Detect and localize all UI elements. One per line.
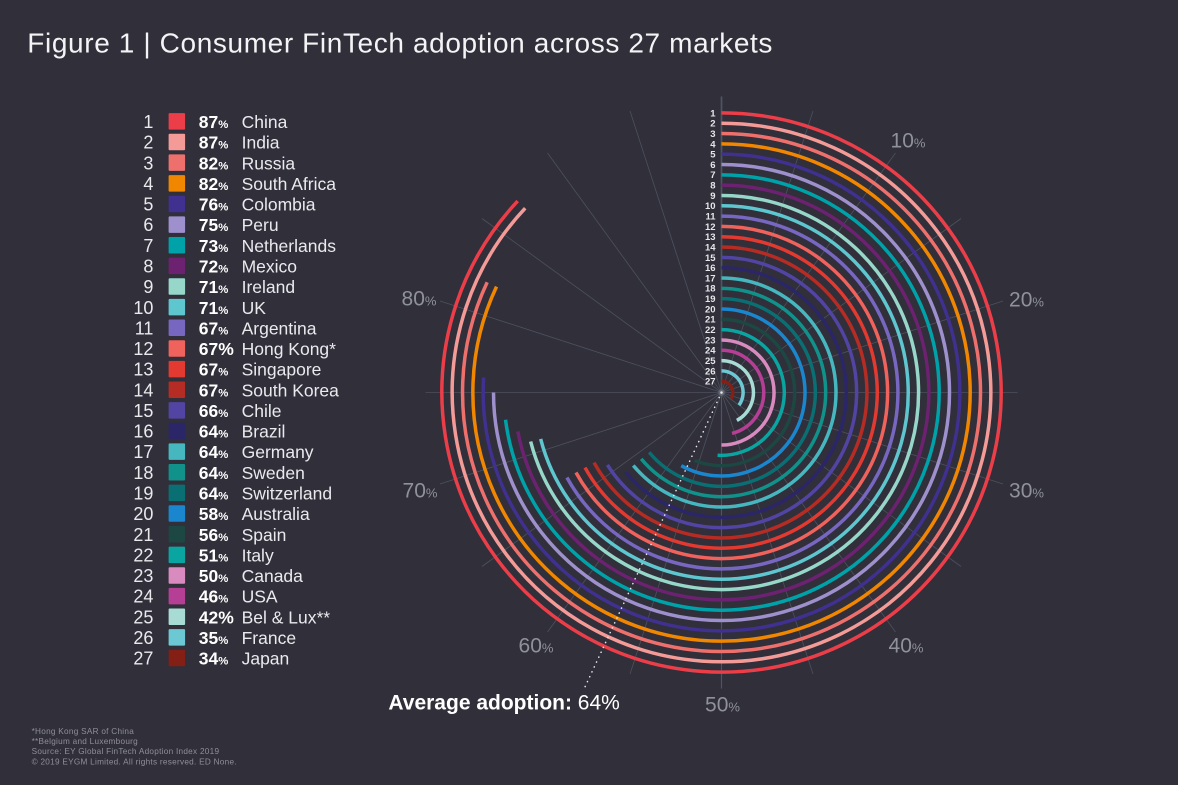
svg-text:Japan: Japan	[242, 649, 290, 669]
svg-text:16: 16	[705, 263, 716, 274]
svg-text:8: 8	[710, 181, 715, 192]
svg-text:Hong Kong*: Hong Kong*	[242, 339, 337, 359]
svg-text:8: 8	[143, 257, 153, 277]
svg-text:21: 21	[705, 315, 716, 326]
svg-text:20: 20	[133, 504, 153, 524]
svg-text:4: 4	[143, 174, 153, 194]
svg-text:24: 24	[705, 346, 716, 357]
svg-text:South Africa: South Africa	[242, 174, 337, 194]
svg-text:France: France	[242, 628, 296, 648]
svg-text:1: 1	[143, 112, 153, 132]
svg-text:80%: 80%	[402, 288, 437, 311]
svg-text:17: 17	[705, 273, 716, 284]
svg-text:42%: 42%	[199, 607, 234, 627]
svg-text:Sweden: Sweden	[242, 463, 305, 483]
svg-text:19: 19	[133, 484, 153, 504]
svg-text:23: 23	[705, 335, 716, 346]
svg-text:2: 2	[143, 133, 153, 153]
svg-text:15: 15	[705, 253, 716, 264]
svg-text:9: 9	[143, 277, 153, 297]
svg-text:Germany: Germany	[242, 442, 314, 462]
svg-text:40%: 40%	[889, 635, 924, 658]
svg-text:14: 14	[705, 243, 716, 254]
svg-text:20: 20	[705, 304, 716, 315]
svg-text:South Korea: South Korea	[242, 380, 340, 400]
svg-text:13: 13	[133, 360, 153, 380]
svg-text:7: 7	[710, 170, 715, 181]
svg-text:7: 7	[143, 236, 153, 256]
svg-text:Singapore: Singapore	[242, 360, 322, 380]
svg-text:11: 11	[706, 212, 717, 223]
svg-text:12: 12	[133, 339, 153, 359]
svg-text:2: 2	[710, 119, 715, 130]
svg-text:22: 22	[705, 325, 716, 336]
svg-text:3: 3	[143, 153, 153, 173]
svg-text:Australia: Australia	[242, 504, 310, 524]
svg-text:26: 26	[133, 628, 153, 648]
svg-text:14: 14	[133, 380, 153, 400]
svg-text:5: 5	[143, 195, 153, 215]
svg-text:Russia: Russia	[242, 153, 296, 173]
svg-text:6: 6	[710, 160, 715, 171]
svg-text:16: 16	[133, 422, 153, 442]
svg-text:Brazil: Brazil	[242, 422, 286, 442]
svg-text:1: 1	[710, 108, 716, 119]
svg-text:26: 26	[705, 366, 716, 377]
svg-text:Colombia: Colombia	[242, 195, 316, 215]
svg-text:10: 10	[705, 201, 716, 212]
svg-text:India: India	[242, 133, 280, 153]
svg-text:Netherlands: Netherlands	[242, 236, 337, 256]
svg-text:UK: UK	[242, 298, 267, 318]
svg-text:18: 18	[705, 284, 716, 295]
svg-text:50%: 50%	[705, 694, 740, 717]
svg-text:18: 18	[133, 463, 153, 483]
svg-text:Figure 1 | Consumer FinTech ad: Figure 1 | Consumer FinTech adoption acr…	[27, 28, 773, 59]
svg-text:10: 10	[133, 298, 153, 318]
svg-text:9: 9	[710, 191, 715, 202]
svg-text:27: 27	[705, 377, 716, 388]
svg-text:21: 21	[133, 525, 153, 545]
svg-text:5: 5	[710, 150, 716, 161]
svg-text:Ireland: Ireland	[242, 277, 296, 297]
svg-text:27: 27	[133, 649, 153, 669]
svg-text:4: 4	[710, 139, 716, 150]
svg-text:6: 6	[143, 215, 153, 235]
svg-text:Spain: Spain	[242, 525, 287, 545]
svg-text:70%: 70%	[403, 480, 438, 503]
svg-text:20%: 20%	[1009, 289, 1044, 312]
svg-text:Argentina: Argentina	[242, 318, 317, 338]
svg-text:China: China	[242, 112, 288, 132]
svg-text:Source: EY Global FinTech Adop: Source: EY Global FinTech Adoption Index…	[32, 747, 220, 756]
svg-text:Peru: Peru	[242, 215, 279, 235]
svg-text:13: 13	[705, 232, 716, 243]
svg-text:© 2019 EYGM Limited. All right: © 2019 EYGM Limited. All rights reserved…	[32, 757, 237, 766]
svg-text:USA: USA	[242, 587, 278, 607]
svg-text:*Hong Kong SAR of China: *Hong Kong SAR of China	[32, 727, 135, 736]
svg-text:67%: 67%	[199, 339, 234, 359]
svg-text:Bel & Lux**: Bel & Lux**	[242, 607, 331, 627]
svg-text:23: 23	[133, 566, 153, 586]
svg-text:Switzerland: Switzerland	[242, 484, 332, 504]
svg-text:11: 11	[135, 318, 154, 338]
svg-text:22: 22	[133, 545, 153, 565]
svg-text:**Belgium and Luxembourg: **Belgium and Luxembourg	[32, 737, 139, 746]
svg-text:12: 12	[705, 222, 716, 233]
svg-text:3: 3	[710, 129, 715, 140]
svg-text:25: 25	[133, 607, 153, 627]
svg-text:19: 19	[705, 294, 716, 305]
svg-text:25: 25	[705, 356, 716, 367]
svg-text:Canada: Canada	[242, 566, 304, 586]
svg-text:Mexico: Mexico	[242, 257, 297, 277]
svg-text:10%: 10%	[891, 130, 926, 153]
svg-text:60%: 60%	[519, 635, 554, 658]
svg-text:Italy: Italy	[242, 545, 274, 565]
svg-text:24: 24	[133, 587, 153, 607]
svg-text:Chile: Chile	[242, 401, 282, 421]
svg-text:30%: 30%	[1009, 480, 1044, 503]
svg-text:17: 17	[133, 442, 153, 462]
svg-text:15: 15	[133, 401, 153, 421]
svg-text:Average adoption: 64%: Average adoption: 64%	[388, 692, 619, 715]
